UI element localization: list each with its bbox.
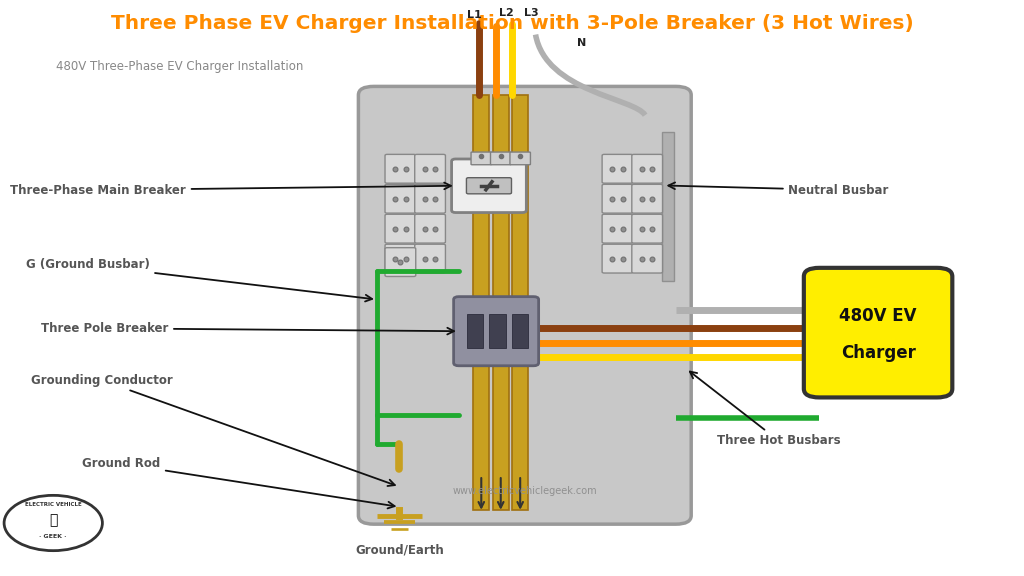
FancyBboxPatch shape xyxy=(602,154,633,183)
Bar xyxy=(467,314,483,348)
FancyBboxPatch shape xyxy=(385,214,416,243)
FancyBboxPatch shape xyxy=(454,297,539,366)
Text: Ground Rod: Ground Rod xyxy=(82,457,394,509)
Text: Three-Phase Main Breaker: Three-Phase Main Breaker xyxy=(10,183,451,196)
FancyBboxPatch shape xyxy=(510,152,530,165)
FancyBboxPatch shape xyxy=(415,244,445,273)
Text: Charger: Charger xyxy=(841,344,915,362)
FancyBboxPatch shape xyxy=(602,214,633,243)
FancyBboxPatch shape xyxy=(385,248,416,276)
FancyBboxPatch shape xyxy=(358,86,691,524)
Bar xyxy=(512,314,528,348)
Text: L1: L1 xyxy=(467,10,481,20)
FancyBboxPatch shape xyxy=(490,152,511,165)
FancyBboxPatch shape xyxy=(804,268,952,397)
Bar xyxy=(662,132,674,281)
FancyBboxPatch shape xyxy=(632,184,663,213)
FancyBboxPatch shape xyxy=(467,178,512,194)
Text: 480V Three-Phase EV Charger Installation: 480V Three-Phase EV Charger Installation xyxy=(56,60,304,74)
Text: Grounding Conductor: Grounding Conductor xyxy=(31,374,395,486)
Text: Three Hot Busbars: Three Hot Busbars xyxy=(690,372,841,447)
Text: 🚗: 🚗 xyxy=(49,513,57,527)
Text: L3: L3 xyxy=(524,9,539,18)
Text: ELECTRIC VEHICLE: ELECTRIC VEHICLE xyxy=(25,502,82,507)
FancyBboxPatch shape xyxy=(385,154,416,183)
Text: · GEEK ·: · GEEK · xyxy=(40,535,67,539)
FancyBboxPatch shape xyxy=(415,214,445,243)
Text: Ground/Earth: Ground/Earth xyxy=(355,543,443,556)
Text: www.electricvehiclegeek.com: www.electricvehiclegeek.com xyxy=(453,486,598,496)
FancyBboxPatch shape xyxy=(415,154,445,183)
Bar xyxy=(512,95,528,510)
Text: Three Phase EV Charger Installation with 3-Pole Breaker (3 Hot Wires): Three Phase EV Charger Installation with… xyxy=(111,14,913,33)
Text: Three Pole Breaker: Three Pole Breaker xyxy=(41,322,454,335)
Bar xyxy=(489,314,506,348)
Text: G (Ground Busbar): G (Ground Busbar) xyxy=(26,259,372,301)
Bar xyxy=(493,95,509,510)
Text: Neutral Busbar: Neutral Busbar xyxy=(669,183,889,196)
FancyBboxPatch shape xyxy=(385,184,416,213)
Text: N: N xyxy=(577,38,586,48)
FancyBboxPatch shape xyxy=(632,244,663,273)
Circle shape xyxy=(4,495,102,551)
FancyBboxPatch shape xyxy=(632,154,663,183)
FancyBboxPatch shape xyxy=(471,152,492,165)
FancyBboxPatch shape xyxy=(602,244,633,273)
FancyBboxPatch shape xyxy=(415,184,445,213)
FancyBboxPatch shape xyxy=(602,184,633,213)
FancyBboxPatch shape xyxy=(632,214,663,243)
Text: 480V EV: 480V EV xyxy=(840,307,916,325)
FancyBboxPatch shape xyxy=(385,244,416,273)
FancyBboxPatch shape xyxy=(452,159,526,213)
Bar xyxy=(473,95,489,510)
Text: L2: L2 xyxy=(499,9,513,18)
